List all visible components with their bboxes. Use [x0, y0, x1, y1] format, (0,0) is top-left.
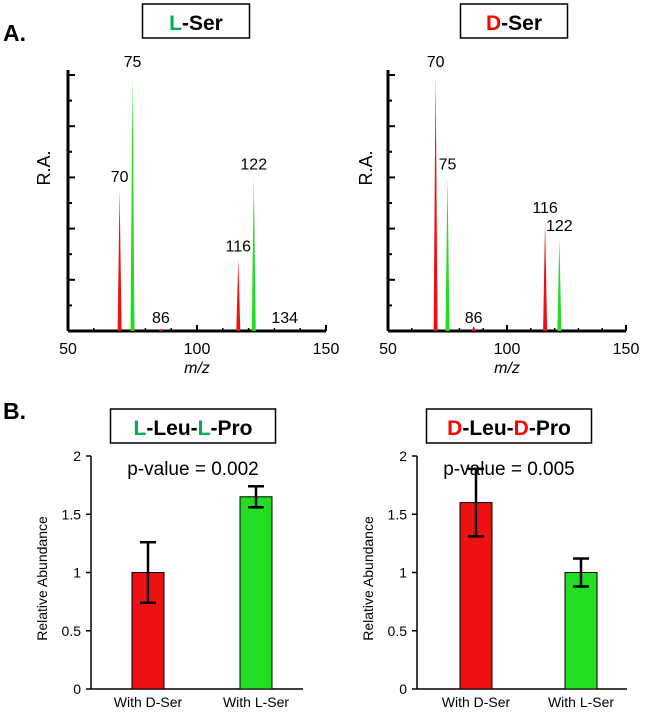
barchart-B-left: p-value = 0.002 0 0.5 1 1.5 2 Relative Abundan… — [34, 448, 303, 710]
title-part-2: D — [514, 417, 529, 440]
bar-2 — [239, 496, 273, 690]
category-label-1: With D-Ser — [114, 694, 183, 710]
peak-label-86: 86 — [465, 310, 483, 327]
peak-label-75: 75 — [124, 54, 142, 71]
chart-title-text: D-Leu-D-Pro — [447, 417, 571, 440]
peak-116 — [543, 220, 548, 331]
category-label-2: With L-Ser — [548, 694, 614, 710]
p-value: p-value = 0.002 — [127, 459, 259, 480]
chart-title-box — [141, 3, 251, 39]
y-axis-label: R.A. — [356, 150, 376, 185]
y-tick-label: 0 — [399, 681, 407, 697]
peak-86 — [158, 328, 163, 331]
peak-label-75: 75 — [439, 156, 457, 173]
x-tick-label: 100 — [184, 341, 211, 358]
peak-122 — [557, 238, 562, 331]
x-tick-label: 150 — [313, 341, 340, 358]
y-tick-label: 0 — [73, 681, 81, 697]
title-part-1: -Leu- — [146, 417, 197, 440]
title-part-1: -Leu- — [462, 417, 513, 440]
category-label-1: With D-Ser — [442, 694, 511, 710]
peak-label-70: 70 — [111, 169, 129, 186]
panel-label-a: A. — [3, 20, 26, 46]
peak-70 — [433, 75, 438, 331]
title-part-0: L — [169, 12, 182, 35]
title-part-3: -Pro — [210, 417, 252, 440]
y-axis-label: Relative Abundance — [360, 516, 376, 641]
peak-label-86: 86 — [152, 310, 170, 327]
peak-label-134: 134 — [271, 310, 298, 327]
y-tick-label: 1 — [73, 565, 81, 581]
y-axis-label: Relative Abundance — [34, 516, 50, 641]
peak-label-116: 116 — [532, 200, 558, 217]
spectrum-A-left: 50 100 150 m/z R.A. 70 75 86 116 122 134 — [34, 54, 339, 377]
x-tick-label: 50 — [59, 341, 77, 358]
peak-75 — [445, 177, 450, 331]
peak-116 — [236, 259, 241, 331]
peak-label-122: 122 — [240, 156, 267, 173]
y-tick-label: 1.5 — [388, 506, 408, 522]
chart-title-A-right: D-Ser — [459, 3, 569, 39]
x-tick-label: 50 — [379, 341, 397, 358]
title-part-2: L — [198, 417, 211, 440]
chart-title-box — [459, 3, 569, 39]
title-part-1: -Ser — [501, 12, 542, 35]
peak-122 — [251, 177, 256, 331]
x-tick-label: 100 — [494, 341, 521, 358]
barchart-B-right: p-value = 0.005 0 0.5 1 1.5 2 Relative Abundan… — [360, 448, 627, 710]
peak-label-116: 116 — [226, 238, 252, 255]
chart-title-box — [425, 408, 593, 444]
chart-title-text: D-Ser — [486, 12, 542, 35]
chart-title-B-left: L-Leu-L-Pro — [109, 408, 277, 444]
peak-label-70: 70 — [427, 54, 445, 71]
panel-label-b: B. — [3, 398, 26, 424]
title-part-0: L — [134, 417, 147, 440]
chart-title-B-right: D-Leu-D-Pro — [425, 408, 593, 444]
y-tick-label: 1.5 — [62, 506, 82, 522]
y-tick-label: 0.5 — [62, 623, 82, 639]
title-part-3: -Pro — [529, 417, 571, 440]
category-label-2: With L-Ser — [223, 694, 289, 710]
title-part-0: D — [447, 417, 462, 440]
p-value: p-value = 0.005 — [443, 459, 575, 480]
y-axis-label: R.A. — [34, 150, 54, 185]
bar-2 — [564, 572, 598, 690]
x-axis-label: m/z — [184, 360, 210, 377]
title-part-0: D — [486, 12, 501, 35]
y-tick-label: 0.5 — [388, 623, 408, 639]
chart-title-A-left: L-Ser — [141, 3, 251, 39]
peak-86 — [471, 325, 476, 331]
y-tick-label: 1 — [399, 565, 407, 581]
peak-75 — [130, 75, 135, 331]
x-tick-label: 150 — [613, 341, 640, 358]
y-tick-label: 2 — [399, 448, 407, 464]
chart-title-text: L-Ser — [169, 12, 223, 35]
peak-label-122: 122 — [546, 218, 573, 235]
x-axis-label: m/z — [494, 360, 520, 377]
peak-70 — [117, 190, 122, 331]
y-tick-label: 2 — [73, 448, 81, 464]
title-part-1: -Ser — [182, 12, 223, 35]
chart-title-text: L-Leu-L-Pro — [134, 417, 253, 440]
chart-title-box — [109, 408, 277, 444]
